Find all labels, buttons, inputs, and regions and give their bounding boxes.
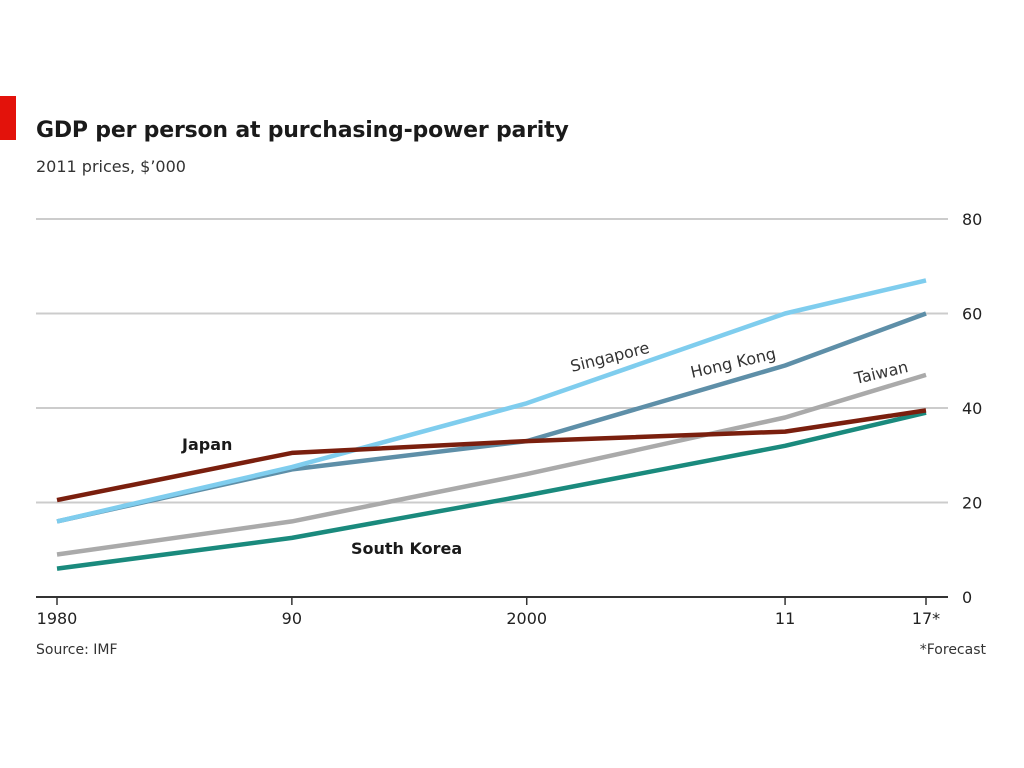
series-label-japan: Japan	[181, 435, 232, 454]
y-tick-label: 60	[962, 305, 982, 324]
series-label-singapore: Singapore	[568, 338, 651, 376]
x-tick-label: 11	[775, 609, 795, 628]
series-line-taiwan	[56, 372, 927, 557]
series-lines	[56, 278, 927, 571]
series-label-hong-kong: Hong Kong	[689, 344, 778, 382]
series-line-japan	[56, 408, 927, 503]
chart-subtitle: 2011 prices, $’000	[36, 157, 186, 176]
y-axis-tick-labels: 0 20 40 60 80	[962, 210, 982, 607]
series-line-south-korea	[56, 410, 927, 571]
y-tick-label: 80	[962, 210, 982, 229]
x-tick-label: 2000	[506, 609, 547, 628]
series-label-south-korea: South Korea	[351, 539, 462, 558]
y-tick-label: 40	[962, 399, 982, 418]
forecast-note: *Forecast	[919, 642, 986, 658]
x-tick-label: 17*	[912, 609, 940, 628]
y-tick-label: 0	[962, 588, 972, 607]
y-tick-label: 20	[962, 494, 982, 513]
x-tick-label: 1980	[37, 609, 78, 628]
source-note: Source: IMF	[36, 642, 118, 658]
chart-title: GDP per person at purchasing-power parit…	[36, 118, 569, 143]
accent-tab	[0, 96, 16, 140]
x-tick-label: 90	[282, 609, 302, 628]
series-line-singapore	[56, 278, 927, 524]
x-axis-ticks: 1980 90 2000 11 17*	[37, 597, 940, 628]
